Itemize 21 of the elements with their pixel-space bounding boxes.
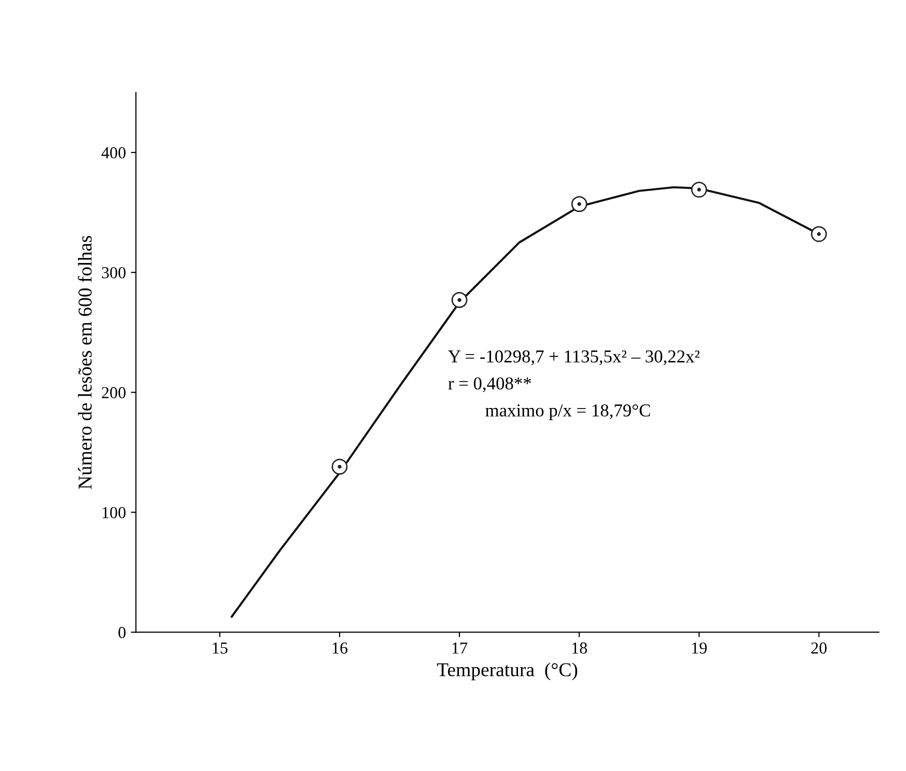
x-tick-label: 18 <box>572 642 587 654</box>
point <box>451 292 468 308</box>
x-tick-label: 15 <box>212 642 228 654</box>
y-tick-label: 200 <box>102 387 126 398</box>
annotation: Y = -10298,7 + 1135,5x² – 30,22x² <box>448 350 700 366</box>
x-axis-title: Temperatura (°C) <box>437 662 578 680</box>
x-tick-label: 20 <box>811 642 827 654</box>
annotation: maximo p/x = 18,79°C <box>485 404 650 420</box>
y-tick-label: 100 <box>102 506 126 518</box>
y-axis-title: Número de lesões em 600 folhas <box>78 236 92 489</box>
annotation: r = 0,408** <box>448 377 531 392</box>
x-tick-label: 19 <box>692 642 707 654</box>
y-tick-label: 300 <box>102 267 126 278</box>
x-tick-label: 17 <box>452 642 468 654</box>
point <box>691 182 708 198</box>
point <box>332 458 348 475</box>
x-tick-label: 16 <box>332 642 348 654</box>
y-tick-label: 400 <box>102 147 126 158</box>
point <box>571 196 588 212</box>
point <box>810 226 827 242</box>
y-tick-label: 0 <box>118 626 126 638</box>
